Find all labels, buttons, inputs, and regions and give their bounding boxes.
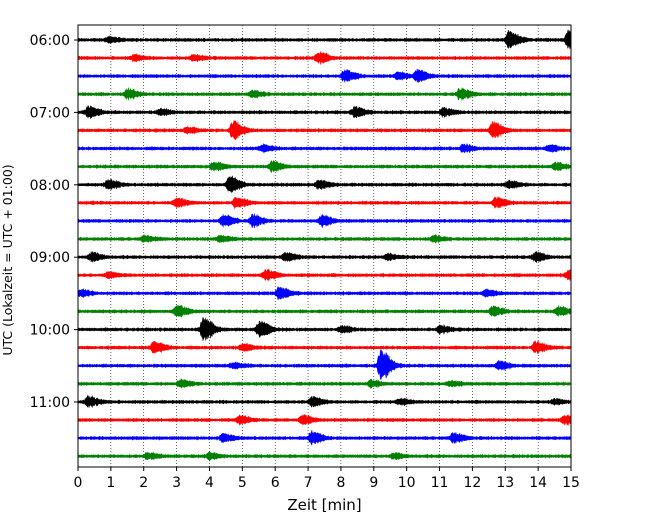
trace-row [77, 86, 572, 102]
x-tick-label: 5 [238, 475, 247, 491]
trace-row [77, 29, 572, 50]
trace-row [77, 195, 572, 210]
x-tick-label: 10 [398, 475, 416, 491]
x-tick-label: 14 [529, 475, 547, 491]
trace-row [77, 175, 572, 194]
trace-row [77, 213, 572, 229]
x-tick-label: 8 [336, 475, 345, 491]
trace-row [77, 450, 572, 462]
x-tick-label: 15 [562, 475, 580, 491]
trace-row [77, 286, 572, 301]
trace-row [77, 304, 572, 318]
trace-row [77, 413, 572, 427]
trace-row [77, 268, 572, 282]
x-tick-label: 0 [74, 475, 83, 491]
trace-row [77, 50, 572, 65]
y-tick-label: 09:00 [30, 250, 70, 266]
y-tick-label: 06:00 [30, 33, 70, 49]
trace-rows [77, 29, 572, 462]
trace-row [77, 68, 572, 83]
y-tick-label: 11:00 [30, 395, 70, 411]
y-tick-label: 07:00 [30, 105, 70, 121]
x-axis-ticks: 0 1 2 3 4 5 6 7 8 9 10 11 12 13 14 15 [74, 467, 580, 491]
x-tick-label: 7 [304, 475, 313, 491]
x-tick-label: 9 [369, 475, 378, 491]
x-tick-label: 13 [496, 475, 514, 491]
trace-row [77, 119, 572, 141]
x-tick-label: 4 [205, 475, 214, 491]
trace-row [77, 104, 572, 119]
x-tick-label: 11 [431, 475, 449, 491]
y-axis-ticks: 06:00 07:00 08:00 09:00 10:00 11:00 [30, 33, 78, 411]
x-tick-label: 1 [106, 475, 115, 491]
trace-row [77, 349, 572, 381]
trace-row [77, 339, 572, 355]
trace-row [77, 159, 572, 174]
plot-frame [77, 24, 572, 468]
trace-row [77, 234, 572, 244]
x-tick-label: 2 [139, 475, 148, 491]
y-tick-label: 10:00 [30, 323, 70, 339]
trace-row [77, 429, 572, 446]
trace-envelope [77, 349, 572, 381]
trace-row [77, 394, 572, 409]
trace-row [77, 316, 572, 342]
x-tick-label: 3 [172, 475, 181, 491]
x-tick-label: 6 [271, 475, 280, 491]
trace-row [77, 250, 572, 264]
trace-row [77, 378, 572, 389]
x-tick-label: 12 [463, 475, 481, 491]
x-axis-label: Zeit [min] [287, 496, 361, 514]
y-axis-label: UTC (Lokalzeit = UTC + 01:00) [0, 164, 15, 355]
y-tick-label: 08:00 [30, 178, 70, 194]
trace-row [77, 142, 572, 154]
